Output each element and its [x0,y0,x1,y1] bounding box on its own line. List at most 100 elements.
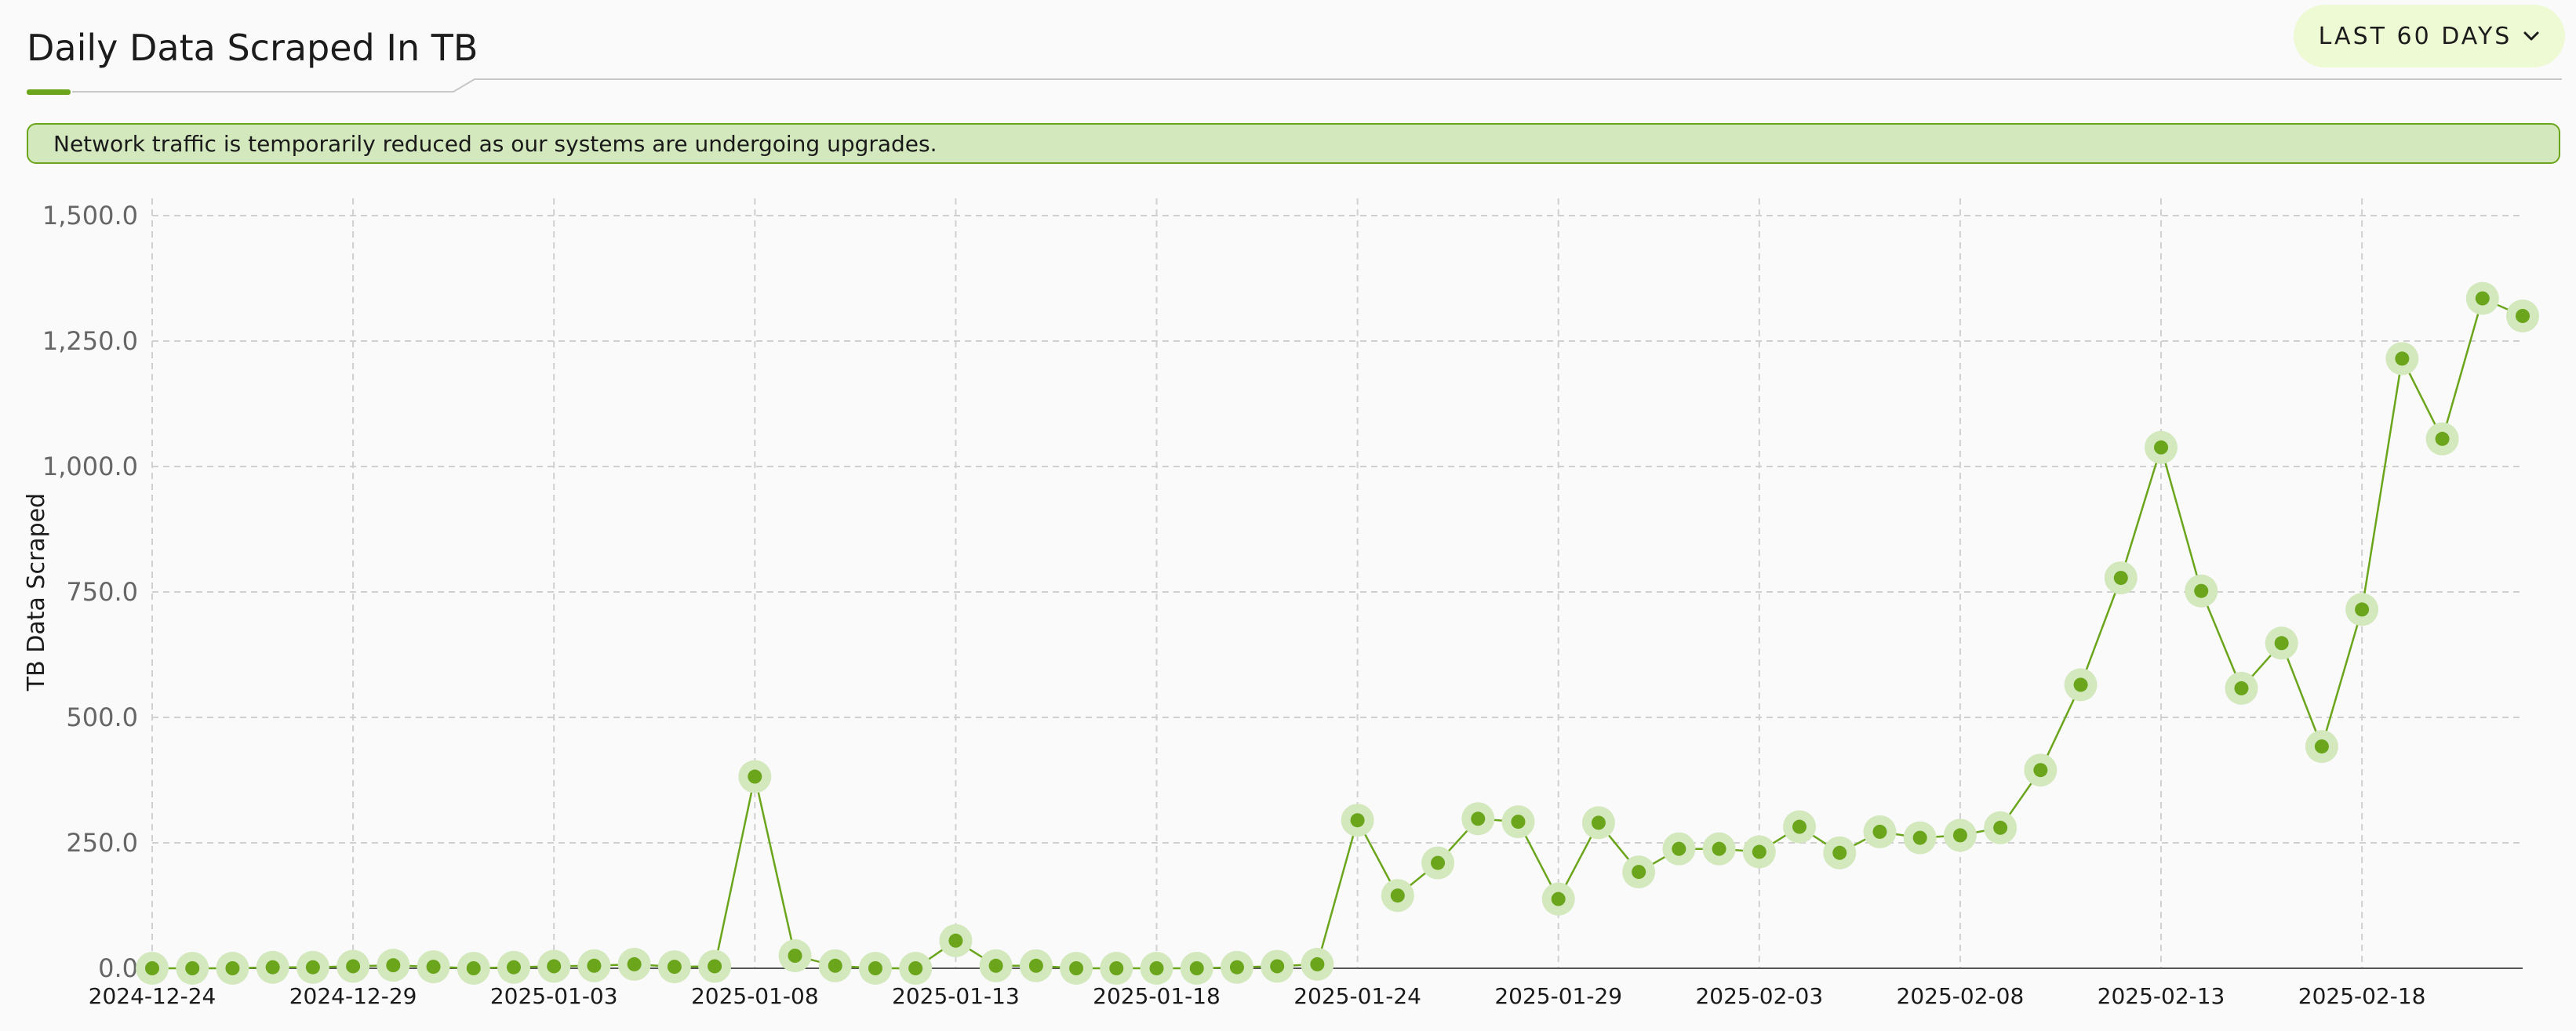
data-point [2345,593,2379,626]
data-point-marker [1551,891,1566,906]
data-point [2385,342,2419,376]
data-point [939,924,973,957]
data-point [2024,753,2058,787]
data-point-marker [185,961,200,975]
x-tick-label: 2025-01-24 [1293,983,1421,1009]
data-point-marker [708,959,722,974]
data-point [1662,832,1696,866]
data-point-marker [1993,820,2008,835]
data-point-marker [667,960,682,975]
data-point [2145,430,2178,464]
data-point [2104,561,2138,595]
data-point [176,952,209,985]
header: Daily Data Scraped In TB LAST 60 DAYS [0,0,2576,110]
data-point [2064,668,2098,702]
data-point-marker [2516,309,2530,323]
data-point [1381,879,1414,913]
data-point-marker [627,957,642,971]
x-tick-label: 2025-01-29 [1494,983,1622,1009]
data-point [1180,952,1213,985]
data-point-marker [2154,440,2169,455]
data-point-marker [1632,865,1646,880]
data-point [2185,574,2218,608]
data-point [1301,947,1334,981]
y-axis-label: TB Data Scraped [23,493,50,692]
data-point-marker [1712,841,1726,856]
x-tick-label: 2025-02-13 [2098,983,2225,1009]
data-point [1783,810,1817,844]
data-point [698,949,732,983]
series-line [152,296,2523,970]
data-point-marker [1229,960,1244,975]
data-point-marker [225,961,240,975]
data-point [256,950,289,984]
data-point-marker [868,961,882,975]
data-point [1341,804,1374,837]
data-point-marker [988,958,1003,973]
data-point [778,939,812,972]
data-point [899,952,933,985]
data-point-marker [1028,958,1043,973]
data-point [417,950,450,984]
notice-banner: Network traffic is temporarily reduced a… [27,123,2560,164]
y-tick-label: 250.0 [66,828,138,858]
data-point-marker [788,949,802,963]
data-point-marker [1672,841,1686,856]
data-point-marker [587,958,602,973]
data-point [1823,836,1857,869]
data-point-marker [466,961,481,975]
data-point [1220,950,1253,984]
x-tick-label: 2025-01-08 [691,983,819,1009]
date-range-label: LAST 60 DAYS [2318,22,2512,50]
y-tick-label: 1,250.0 [42,326,138,356]
title-divider [72,78,2562,93]
date-range-dropdown[interactable]: LAST 60 DAYS [2294,5,2565,67]
chevron-down-icon [2523,31,2539,41]
data-point [1622,855,1656,889]
data-point-marker [1189,961,1204,975]
line-chart: 0.0 250.0 500.0 750.0 1,000.0 1,250.0 1,500.0 2… [23,198,2539,1009]
data-point-marker [1832,845,1847,860]
data-point [377,949,410,982]
data-point-marker [748,769,762,784]
data-point [2305,730,2338,764]
data-point-marker [305,960,320,975]
y-tick-label: 1,000.0 [42,452,138,481]
data-point [2425,422,2459,456]
data-point-marker [2234,681,2249,695]
data-point [2465,281,2499,315]
x-tick-label: 2024-12-24 [89,983,216,1009]
data-point [1100,952,1133,985]
data-point [1541,882,1575,916]
data-point-marker [2435,431,2450,446]
data-point [1581,806,1615,840]
data-point [1702,832,1736,866]
data-point [537,949,571,983]
data-point [497,950,530,984]
data-point-marker [2355,602,2370,617]
data-point [1140,952,1173,985]
data-point [2225,671,2258,705]
notice-text: Network traffic is temporarily reduced a… [53,130,937,157]
data-point-marker [1069,961,1084,975]
data-point-marker [2194,583,2209,598]
data-point [1943,819,1977,852]
data-point-marker [426,960,441,975]
data-point-marker [948,933,963,948]
data-point [577,949,611,982]
x-tick-label: 2025-01-18 [1093,983,1221,1009]
data-point-marker [1431,855,1446,870]
data-point [1903,821,1937,855]
x-tick-label: 2025-01-03 [490,983,618,1009]
data-point [738,760,772,793]
x-tick-label: 2025-02-18 [2298,983,2426,1009]
data-point-marker [2113,571,2128,586]
data-point-marker [1591,815,1606,830]
page-title: Daily Data Scraped In TB [27,27,478,69]
data-point [457,952,490,985]
data-point-marker [1511,815,1526,830]
data-point-marker [1752,844,1766,859]
data-point-marker [2395,351,2410,366]
data-point-marker [386,958,401,973]
data-point-marker [1350,813,1365,828]
